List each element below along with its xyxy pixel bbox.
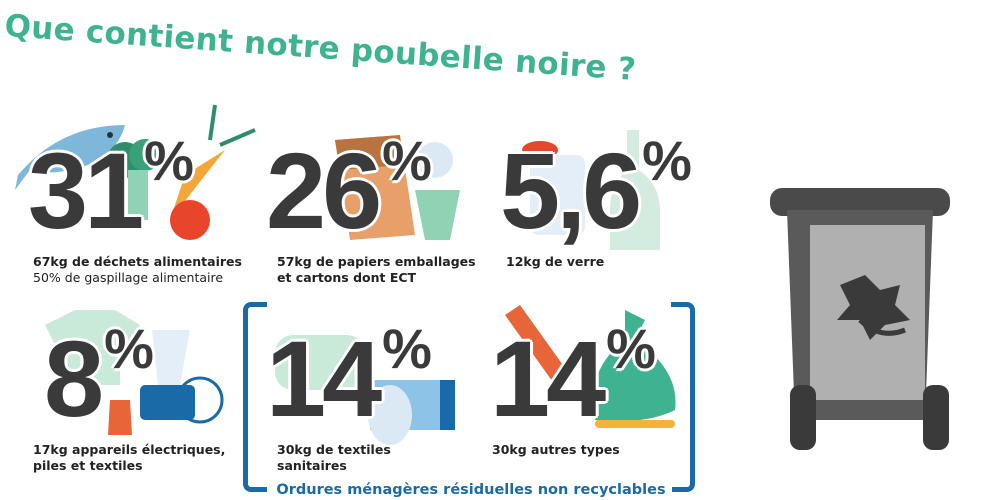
comb-icon	[505, 305, 570, 385]
sanitary-illustration	[275, 335, 455, 445]
broccoli-icon	[107, 139, 161, 220]
label-line-1: 67kg de déchets alimentaires	[33, 254, 242, 269]
percent-figure: 14 %	[490, 316, 656, 441]
percent-sign: %	[382, 317, 432, 380]
group-bracket-left	[243, 302, 267, 492]
fish-icon	[15, 125, 125, 190]
percent-figure: 8 %	[44, 316, 154, 441]
other-illustration	[505, 305, 676, 428]
bin-wheel-right	[923, 385, 949, 450]
electrical-illustration	[45, 310, 224, 435]
label-line-1: 17kg appareils électriques,	[33, 442, 226, 457]
label-line-2: et cartons dont ECT	[277, 270, 417, 285]
trash-bag-icon	[593, 310, 676, 422]
percent-figure: 31 %	[28, 128, 194, 253]
sanitary-pad-icon	[368, 385, 412, 445]
label-line-2: sanitaires	[277, 458, 347, 473]
group-bracket-right	[671, 302, 695, 492]
page-title: Que contient notre poubelle noire ?	[3, 8, 638, 89]
food-illustration	[15, 104, 256, 240]
percent-value: 14	[266, 318, 382, 439]
label-line-1: 30kg autres types	[492, 442, 620, 457]
cup-icon	[415, 190, 460, 240]
percent-sign: %	[104, 317, 154, 380]
jar-lid-icon	[522, 141, 558, 159]
glass-bottle-icon	[610, 130, 660, 250]
leaf-icon	[837, 275, 910, 340]
percent-sign: %	[144, 129, 194, 192]
bin-wheel-left	[790, 385, 816, 450]
jar-icon	[530, 155, 585, 235]
towels-icon	[275, 335, 365, 390]
paper-illustration	[335, 135, 460, 240]
percent-sign: %	[606, 317, 656, 380]
percent-value: 8	[44, 318, 104, 439]
glass-label: 12kg de verre	[506, 254, 604, 270]
cable-icon	[176, 376, 224, 424]
apple-icon	[170, 200, 210, 240]
label-line-2: piles et textiles	[33, 458, 143, 473]
food-label: 67kg de déchets alimentaires 50% de gaspi…	[33, 254, 242, 286]
black-bin-icon	[770, 188, 950, 450]
percent-sign: %	[382, 129, 432, 192]
other-label: 30kg autres types	[492, 442, 620, 458]
percent-figure: 14 %	[266, 316, 432, 441]
t-shirt-icon	[45, 310, 140, 385]
bin-lid	[770, 188, 950, 216]
paper-label: 57kg de papiers emballages et cartons don…	[277, 254, 476, 286]
toothbrush-icon	[595, 420, 675, 428]
percent-value: 26	[266, 130, 382, 251]
percent-value: 5,6	[500, 130, 642, 251]
percent-figure: 5,6 %	[500, 128, 692, 253]
blender-icon	[152, 330, 190, 385]
percent-value: 14	[490, 318, 606, 439]
label-line-1: 30kg de textiles	[277, 442, 391, 457]
percent-sign: %	[642, 129, 692, 192]
percent-value: 31	[28, 130, 144, 251]
label-line-1: 57kg de papiers emballages	[277, 254, 476, 269]
paper-bag-icon	[335, 135, 415, 240]
sanitary-label: 30kg de textiles sanitaires	[277, 442, 391, 474]
group-caption: Ordures ménagères résiduelles non recycl…	[270, 482, 672, 498]
percent-figure: 26 %	[266, 128, 432, 253]
electrical-label: 17kg appareils électriques, piles et text…	[33, 442, 225, 474]
glass-illustration	[522, 130, 660, 250]
crumpled-paper-icon	[417, 142, 453, 178]
label-line-1: 12kg de verre	[506, 254, 605, 269]
label-line-2: 50% de gaspillage alimentaire	[33, 270, 224, 285]
socks-icon	[108, 400, 132, 435]
